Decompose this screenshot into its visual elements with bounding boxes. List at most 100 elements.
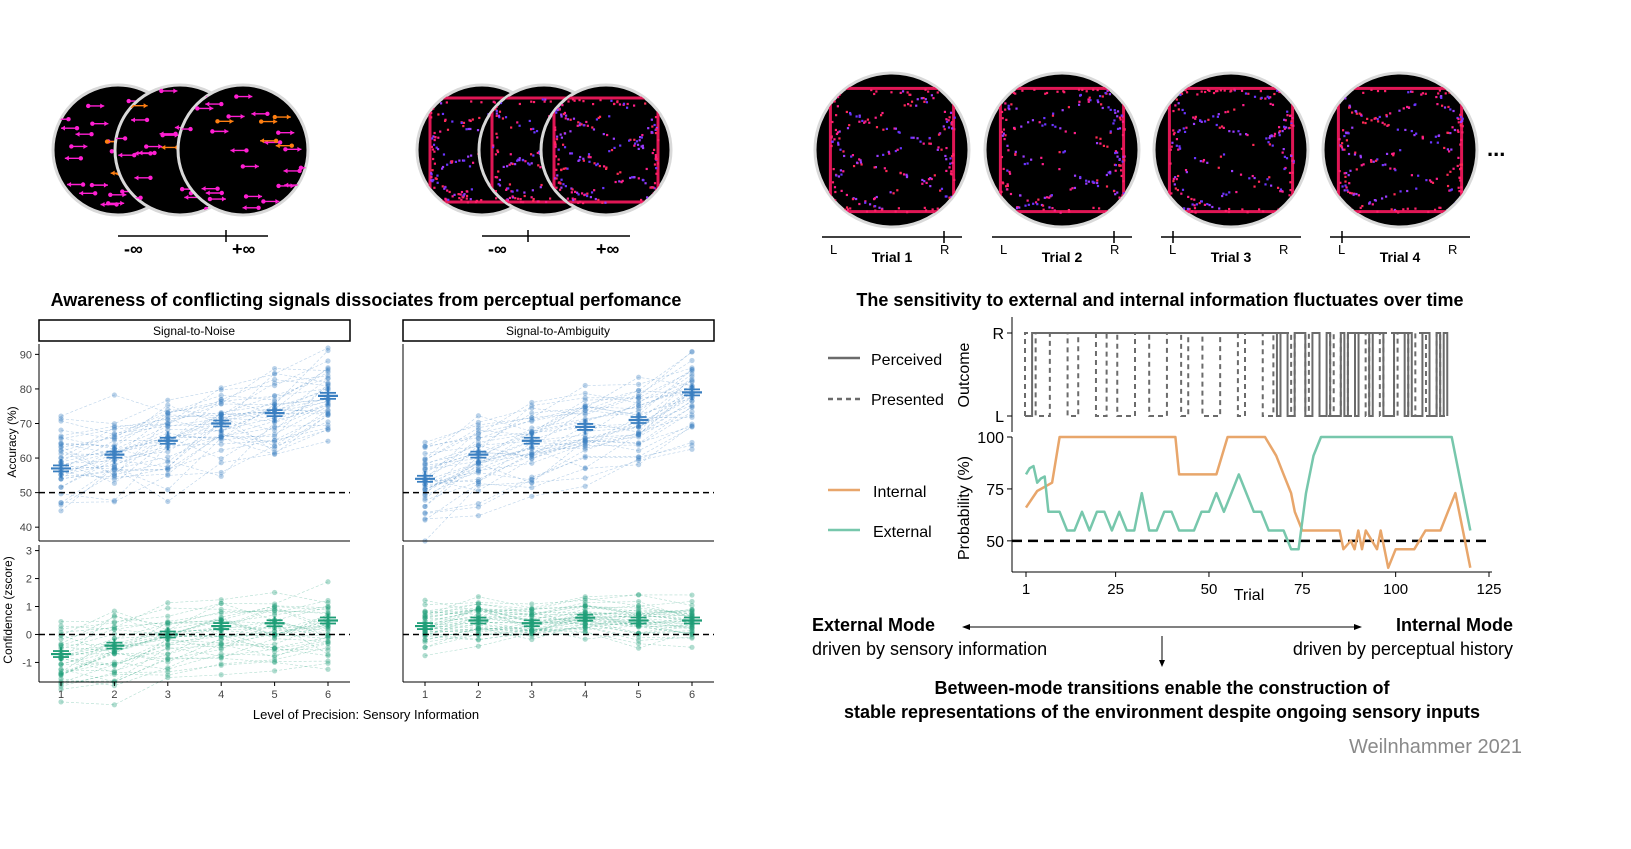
sphere-dot (657, 193, 660, 196)
sphere-dot (948, 166, 951, 169)
sphere-dot (469, 198, 472, 201)
subject-line (60, 600, 329, 630)
subject-point (475, 460, 481, 466)
sphere-dot (641, 133, 644, 137)
sphere-dot (1003, 137, 1006, 141)
subject-point (636, 605, 642, 611)
sphere-dot (522, 159, 525, 162)
subject-point (475, 425, 481, 431)
sphere-dot (1193, 207, 1197, 210)
sphere-dot (454, 160, 458, 163)
sphere-dot (1246, 211, 1249, 214)
sphere-dot (492, 100, 495, 103)
sphere-dot (528, 163, 531, 166)
sphere-dot (864, 120, 867, 123)
subject-point (218, 610, 224, 616)
subject-point (475, 466, 481, 472)
subject-line (60, 623, 329, 684)
subject-point (689, 378, 695, 384)
axis-min-label: -∞ (488, 239, 507, 259)
sphere-dot (1264, 183, 1267, 186)
sphere-dot (628, 139, 631, 142)
sphere-dot (1348, 182, 1351, 185)
arrow-head (221, 196, 226, 202)
sphere-dot (622, 102, 626, 105)
subject-point (165, 651, 171, 657)
sphere-dot (1116, 115, 1119, 118)
subject-line (60, 387, 329, 470)
subject-point (272, 601, 278, 607)
legend-internal: Internal (873, 484, 926, 501)
subject-line (60, 626, 329, 673)
subject-line (424, 380, 693, 465)
sphere-dot (1120, 114, 1123, 117)
subject-point (111, 650, 117, 656)
subject-point (111, 614, 117, 620)
sphere-dot (495, 132, 498, 135)
subject-point (582, 437, 588, 444)
sphere-dot (859, 161, 863, 164)
sphere-dot (586, 194, 589, 198)
sphere-dot (657, 102, 660, 105)
subject-line (424, 395, 693, 469)
subject-point (475, 608, 481, 615)
sphere-dot (852, 164, 856, 168)
subject-point (636, 440, 642, 446)
subject-line (60, 621, 329, 657)
motion-dot (276, 130, 281, 135)
sphere-dot (1195, 203, 1198, 206)
subject-point (165, 467, 171, 473)
subject-point (689, 602, 695, 609)
subject-point (272, 652, 278, 658)
sphere-dot (896, 148, 899, 151)
sphere-dot (1059, 211, 1062, 214)
subject-line (424, 619, 693, 636)
sphere-dot (1073, 131, 1076, 135)
sphere-dot (1240, 89, 1244, 92)
sphere-dot (848, 124, 851, 127)
sphere-dot (560, 178, 563, 181)
sphere-dot (570, 191, 573, 194)
subject-point (165, 665, 171, 671)
arrow-head (134, 175, 139, 181)
subject-point (272, 451, 278, 457)
sphere-dot (849, 113, 852, 116)
sphere-dot (1203, 203, 1207, 206)
subject-line (60, 437, 329, 504)
sphere-dot (953, 191, 956, 194)
sphere-dot (1069, 188, 1072, 191)
sphere-dot (1347, 174, 1350, 177)
sphere-dot (516, 197, 520, 200)
trial-right-label: R (1110, 242, 1119, 257)
prob-tick-label: 50 (986, 534, 1004, 551)
sphere-dot (1204, 90, 1207, 94)
sphere-dot (626, 102, 629, 106)
subject-point (58, 641, 64, 647)
sphere-dot (577, 121, 580, 124)
subject-line (424, 622, 693, 631)
sphere-dot (1345, 171, 1348, 175)
subject-point (58, 619, 64, 625)
x-tick-label: 2 (475, 689, 481, 701)
sphere-dot (897, 207, 901, 210)
subject-line (60, 408, 329, 477)
sphere-dot (1008, 172, 1012, 175)
sphere-dot (1118, 164, 1121, 167)
sphere-dot (1378, 115, 1381, 119)
sphere-dot (1114, 193, 1117, 196)
sphere-dot (831, 94, 834, 98)
subject-line (424, 411, 693, 501)
subject-point (475, 479, 481, 485)
sphere-dot (554, 128, 557, 132)
y-tick-label: 2 (26, 574, 32, 586)
accuracy-plot-snr (39, 345, 350, 514)
sphere-dot (927, 178, 931, 181)
sphere-dot (1270, 184, 1273, 187)
subject-point (582, 407, 588, 413)
sphere-dot (1344, 175, 1347, 178)
subject-point (582, 404, 588, 410)
sphere-dot (1172, 180, 1175, 183)
subject-point (475, 605, 481, 611)
sphere-dot (1002, 128, 1006, 131)
